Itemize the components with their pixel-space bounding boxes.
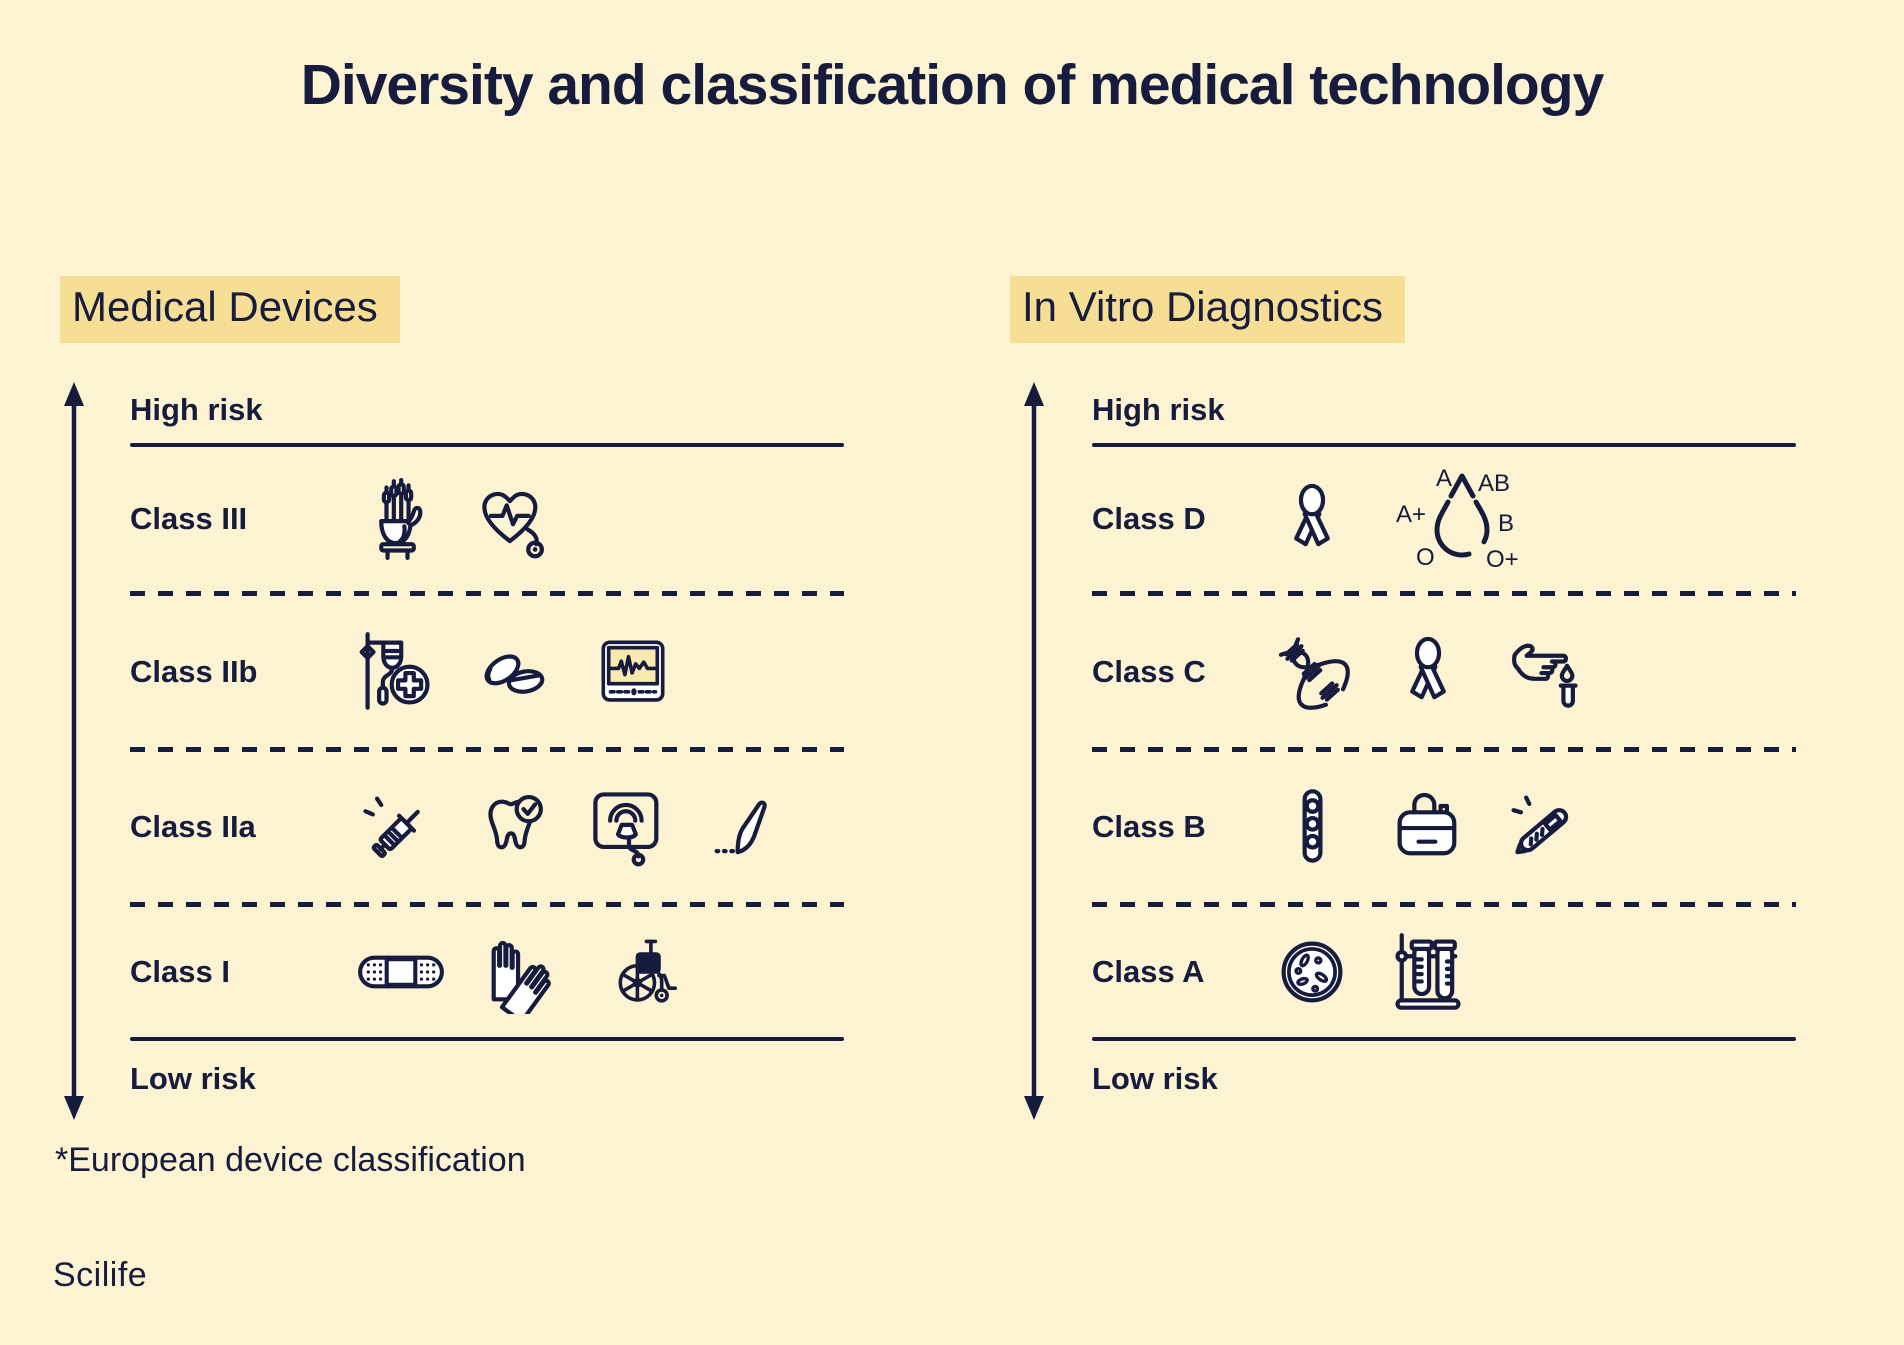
brand-logo: Scilife (53, 1256, 148, 1294)
divider-dashed (130, 747, 844, 752)
pacemaker-heart-icon (482, 491, 544, 559)
low-risk-label: Low risk (1092, 1061, 1218, 1096)
prosthetic-hand-icon (379, 478, 423, 560)
ivd-column: High risk Class D A AB A+ (1092, 380, 1796, 1097)
risk-arrow-medical-devices (64, 382, 84, 1120)
divider-dashed (130, 902, 844, 907)
in-vitro-diagnostics-header: In Vitro Diagnostics (1010, 276, 1406, 343)
divider-solid (130, 443, 844, 447)
awareness-ribbon-icon (1410, 636, 1446, 699)
medical-gloves-icon (491, 940, 551, 1014)
dna-helix-icon (1278, 636, 1350, 710)
patient-monitor-icon (601, 640, 665, 702)
finger-blood-test-icon (1512, 643, 1578, 708)
divider-dashed (130, 591, 844, 596)
class-b-label: Class B (1092, 809, 1206, 844)
medical-devices-header: Medical Devices (60, 276, 400, 343)
divider-dashed (1092, 747, 1796, 752)
class-iia-label: Class IIa (130, 809, 256, 844)
class-iii-label: Class III (130, 501, 248, 536)
risk-arrow-ivd (1024, 382, 1044, 1120)
divider-dashed (1092, 591, 1796, 596)
class-c-label: Class C (1092, 653, 1206, 689)
ultrasound-scanner-icon (593, 792, 659, 867)
diagnostic-kit-case-icon (1397, 792, 1457, 856)
medical-devices-column: High risk Class III (130, 380, 844, 1097)
high-risk-label: High risk (1092, 392, 1225, 427)
footnote: *European device classification (55, 1141, 526, 1179)
class-iib-label: Class IIb (130, 653, 258, 689)
iv-drip-icon (359, 631, 430, 710)
divider-solid (1092, 1037, 1796, 1041)
divider-solid (130, 1037, 844, 1041)
blood-drop-icon (1434, 473, 1490, 558)
scalpel-icon (714, 800, 767, 855)
adhesive-bandage-icon (358, 955, 444, 989)
petri-dish-icon (1281, 941, 1343, 1003)
pills-icon (484, 653, 545, 694)
divider-solid (1092, 443, 1796, 447)
syringe-icon (363, 796, 420, 859)
low-risk-label: Low risk (130, 1061, 256, 1096)
blood-type-ab: AB (1478, 470, 1511, 497)
wheelchair-icon (618, 939, 677, 1003)
blood-type-o-plus: O+ (1486, 546, 1519, 573)
class-d-label: Class D (1092, 501, 1206, 536)
class-a-label: Class A (1092, 954, 1205, 989)
test-tube-rack-icon (1395, 933, 1461, 1010)
class-iia-row: Class IIa (130, 752, 844, 902)
tooth-check-icon (488, 794, 543, 850)
test-strip-icon (1302, 789, 1323, 863)
blood-types-icon: A AB A+ B O O+ (1392, 465, 1544, 573)
high-risk-label: High risk (130, 392, 263, 427)
class-d-row: Class D A AB A+ B O (1092, 447, 1796, 591)
class-iii-row: Class III (130, 447, 844, 591)
page-title: Diversity and classification of medical … (300, 53, 1605, 117)
class-i-row: Class I (130, 907, 844, 1037)
blood-type-b: B (1498, 510, 1515, 537)
blood-type-a-plus: A+ (1396, 501, 1427, 528)
awareness-ribbon-icon (1294, 483, 1330, 547)
thermometer-icon (1511, 795, 1569, 855)
class-a-row: Class A (1092, 907, 1796, 1037)
divider-dashed (1092, 902, 1796, 907)
class-i-label: Class I (130, 954, 230, 989)
class-b-row: Class B (1092, 752, 1796, 902)
class-iib-row: Class IIb (130, 596, 844, 747)
blood-type-a: A (1436, 465, 1453, 492)
blood-type-o: O (1416, 544, 1435, 571)
class-c-row: Class C (1092, 596, 1796, 747)
